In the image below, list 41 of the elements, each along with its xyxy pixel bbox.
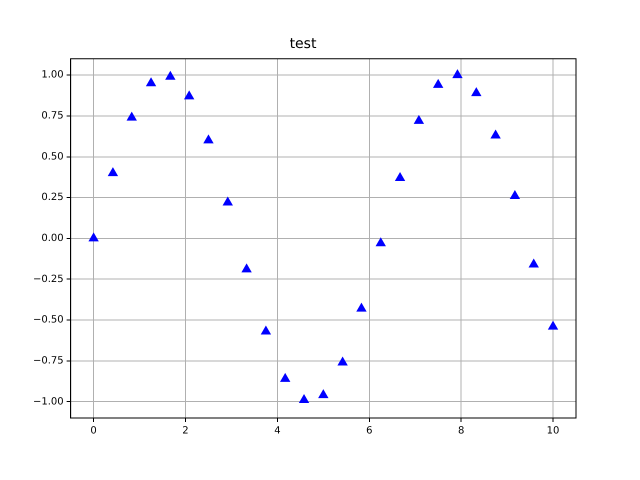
point [108,168,118,176]
point [242,264,252,272]
point [338,356,348,366]
point [204,134,214,144]
y-tick-label: −0.50 [32,314,64,326]
y-tick-label: −0.25 [32,274,64,285]
point [510,190,520,199]
x-tick-label: 2 [182,426,189,437]
point [299,394,309,404]
point [184,90,194,100]
y-tick-label: −0.75 [32,355,64,366]
point [318,390,328,398]
y-tick-label: −1.00 [32,396,64,408]
y-tick-label: 1.00 [41,70,64,81]
y-tick-label: 0.50 [41,151,64,162]
point [356,303,366,312]
x-tick-label: 0 [90,426,97,437]
point [166,71,176,80]
x-tick-label: 4 [274,426,281,437]
point [528,259,539,268]
y-tick-label: 0.00 [41,232,64,244]
x-tick-label: 8 [458,426,464,437]
point [433,79,444,88]
point [88,232,98,242]
point [490,130,500,139]
point [414,115,424,124]
x-tick-label: 6 [366,426,372,437]
point [222,196,233,206]
y-tick-label: 0.25 [41,192,64,204]
point [471,88,482,96]
point [548,321,558,330]
point [146,78,156,86]
point [452,70,462,78]
point [261,326,271,334]
point [395,172,405,181]
y-tick-label: 0.75 [41,110,64,122]
chart-title: test [290,36,317,52]
x-tick-label: 10 [546,426,560,437]
point [376,238,386,246]
point [126,112,137,121]
point [280,373,290,382]
